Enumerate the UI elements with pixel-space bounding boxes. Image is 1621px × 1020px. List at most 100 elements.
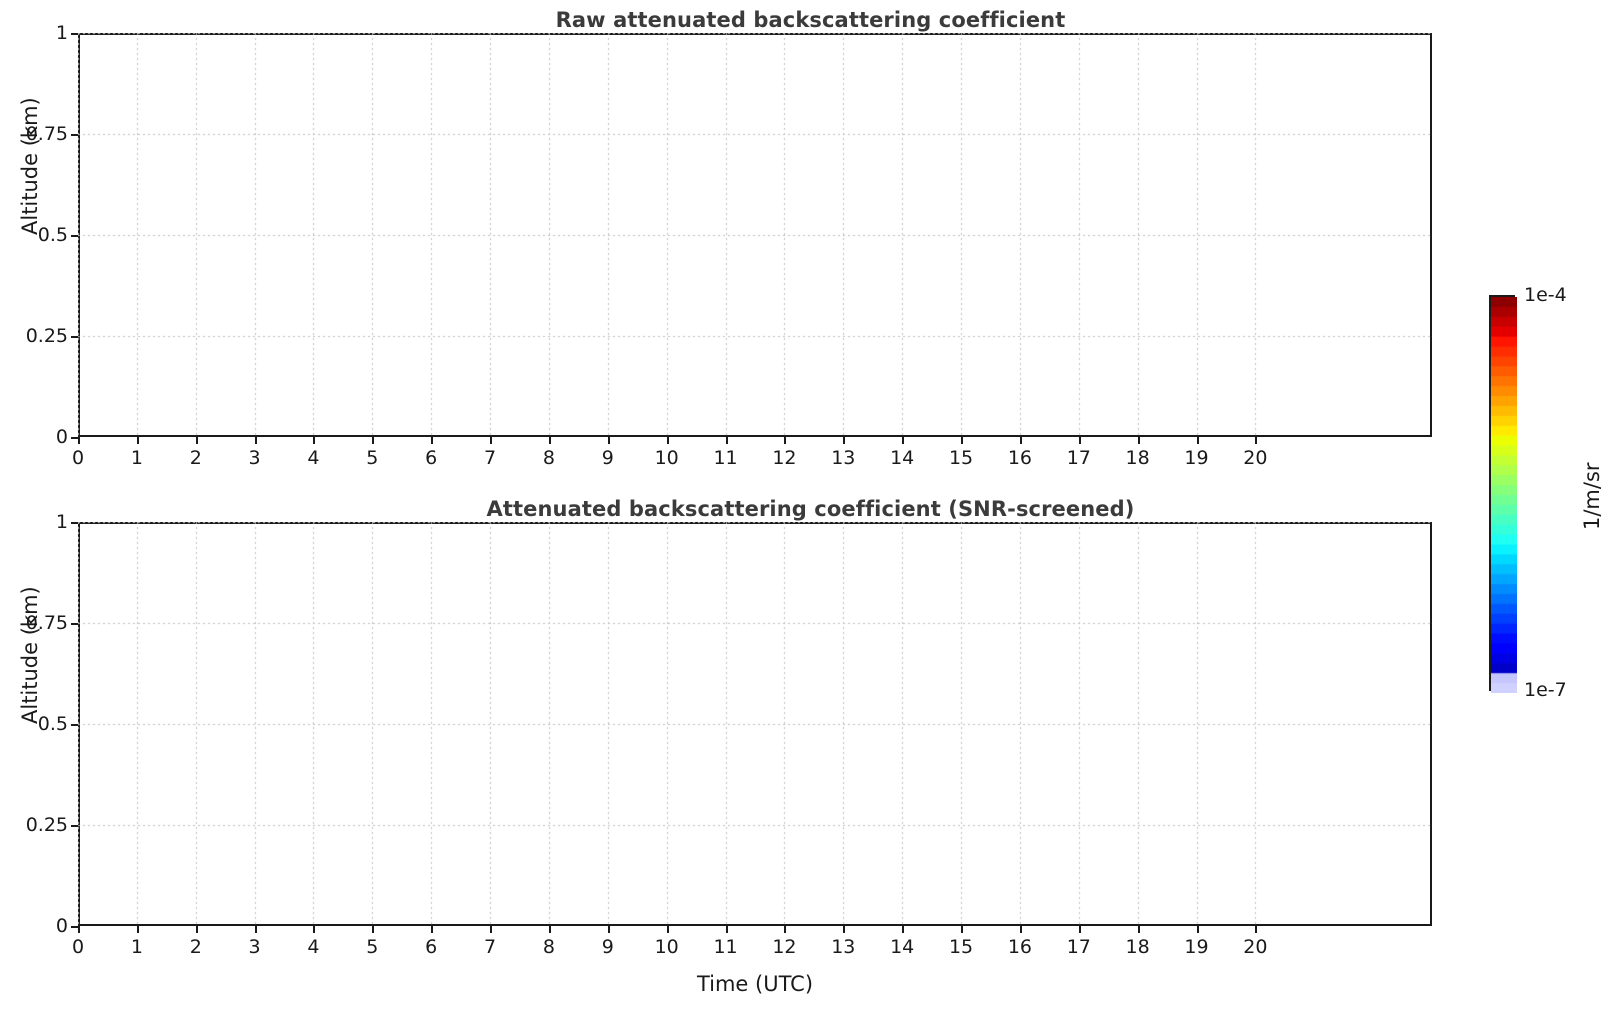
- colorbar-bottom-tick-label: 1e-7: [1524, 679, 1567, 701]
- x-tick-mark: [313, 926, 316, 933]
- panel2-title: Attenuated backscattering coefficient (S…: [486, 497, 1135, 521]
- x-tick-label: 12: [772, 447, 797, 469]
- colorbar-axis-label: 1/m/sr: [1580, 462, 1604, 530]
- x-tick-mark: [490, 437, 493, 444]
- colorbar-top-tick-label: 1e-4: [1524, 284, 1567, 306]
- panel-screened-backscatter: [78, 522, 1432, 926]
- y-tick-mark: [71, 134, 78, 136]
- x-tick-label: 12: [772, 936, 797, 958]
- x-tick-mark: [548, 926, 551, 933]
- y-tick-label: 0: [55, 915, 68, 937]
- x-tick-label: 14: [890, 936, 915, 958]
- panel2-xlabel: Time (UTC): [696, 972, 814, 996]
- x-tick-label: 5: [366, 447, 379, 469]
- x-tick-label: 8: [542, 447, 555, 469]
- y-tick-label: 0.75: [25, 123, 68, 145]
- panel-raw-backscatter: [78, 33, 1432, 437]
- panel2-ylabel: Altitude (km): [18, 586, 42, 724]
- y-tick-label: 1: [55, 511, 68, 533]
- x-tick-label: 19: [1184, 447, 1209, 469]
- x-tick-label: 9: [601, 447, 614, 469]
- x-tick-mark: [195, 437, 198, 444]
- x-tick-label: 7: [484, 447, 497, 469]
- y-tick-mark: [71, 437, 78, 439]
- x-tick-label: 15: [948, 447, 974, 469]
- x-tick-label: 15: [948, 936, 974, 958]
- x-tick-mark: [78, 437, 80, 444]
- x-tick-mark: [607, 926, 610, 933]
- x-tick-mark: [666, 437, 669, 444]
- x-tick-label: 18: [1125, 447, 1150, 469]
- x-tick-label: 16: [1007, 936, 1032, 958]
- y-tick-label: 0.75: [25, 612, 68, 634]
- y-tick-label: 0.5: [37, 713, 68, 735]
- x-tick-mark: [136, 437, 139, 444]
- x-tick-label: 3: [248, 936, 261, 958]
- x-tick-label: 6: [425, 936, 438, 958]
- x-tick-label: 2: [189, 447, 202, 469]
- x-tick-mark: [136, 926, 139, 933]
- x-tick-mark: [843, 437, 846, 444]
- x-tick-mark: [1137, 926, 1140, 933]
- x-tick-label: 17: [1066, 936, 1091, 958]
- colorbar: [1489, 295, 1517, 693]
- y-tick-mark: [71, 235, 78, 237]
- x-tick-mark: [902, 437, 905, 444]
- x-tick-mark: [1078, 437, 1081, 444]
- y-tick-label: 0.25: [25, 814, 68, 836]
- x-tick-mark: [784, 437, 787, 444]
- x-tick-mark: [1196, 437, 1199, 444]
- panel1-frame: [78, 33, 1432, 437]
- x-tick-mark: [1019, 437, 1022, 444]
- x-tick-label: 16: [1007, 447, 1032, 469]
- x-tick-mark: [431, 926, 434, 933]
- x-tick-label: 1: [130, 936, 143, 958]
- x-tick-label: 14: [890, 447, 915, 469]
- y-tick-mark: [71, 623, 78, 625]
- x-tick-mark: [254, 926, 257, 933]
- x-tick-mark: [254, 437, 257, 444]
- panel2-frame: [78, 522, 1432, 926]
- x-tick-mark: [431, 437, 434, 444]
- y-tick-mark: [71, 825, 78, 827]
- x-tick-label: 1: [130, 447, 143, 469]
- x-tick-mark: [666, 926, 669, 933]
- y-tick-mark: [71, 926, 78, 928]
- x-tick-label: 5: [366, 936, 379, 958]
- x-tick-label: 18: [1125, 936, 1150, 958]
- x-tick-label: 8: [542, 936, 555, 958]
- x-tick-label: 17: [1066, 447, 1091, 469]
- x-tick-mark: [548, 437, 551, 444]
- x-tick-mark: [725, 926, 728, 933]
- x-tick-label: 2: [189, 936, 202, 958]
- x-tick-mark: [1196, 926, 1199, 933]
- x-tick-mark: [1255, 926, 1258, 933]
- x-tick-label: 19: [1184, 936, 1209, 958]
- colorbar-gradient: [1491, 297, 1517, 693]
- x-tick-label: 3: [248, 447, 261, 469]
- x-tick-label: 6: [425, 447, 438, 469]
- x-tick-mark: [902, 926, 905, 933]
- x-tick-mark: [313, 437, 316, 444]
- y-tick-label: 1: [55, 22, 68, 44]
- x-tick-label: 10: [654, 447, 679, 469]
- x-tick-label: 13: [831, 936, 856, 958]
- x-tick-mark: [195, 926, 198, 933]
- y-tick-label: 0.25: [25, 325, 68, 347]
- x-tick-label: 4: [307, 936, 320, 958]
- x-tick-mark: [725, 437, 728, 444]
- y-tick-mark: [71, 724, 78, 726]
- x-tick-mark: [372, 926, 375, 933]
- x-tick-label: 4: [307, 447, 320, 469]
- y-tick-mark: [71, 522, 78, 524]
- y-tick-mark: [71, 336, 78, 338]
- x-tick-mark: [607, 437, 610, 444]
- x-tick-label: 20: [1243, 447, 1268, 469]
- x-tick-mark: [78, 926, 80, 933]
- x-tick-label: 7: [484, 936, 497, 958]
- x-tick-label: 10: [654, 936, 679, 958]
- x-tick-label: 11: [713, 936, 738, 958]
- x-tick-mark: [961, 926, 964, 933]
- x-tick-label: 13: [831, 447, 856, 469]
